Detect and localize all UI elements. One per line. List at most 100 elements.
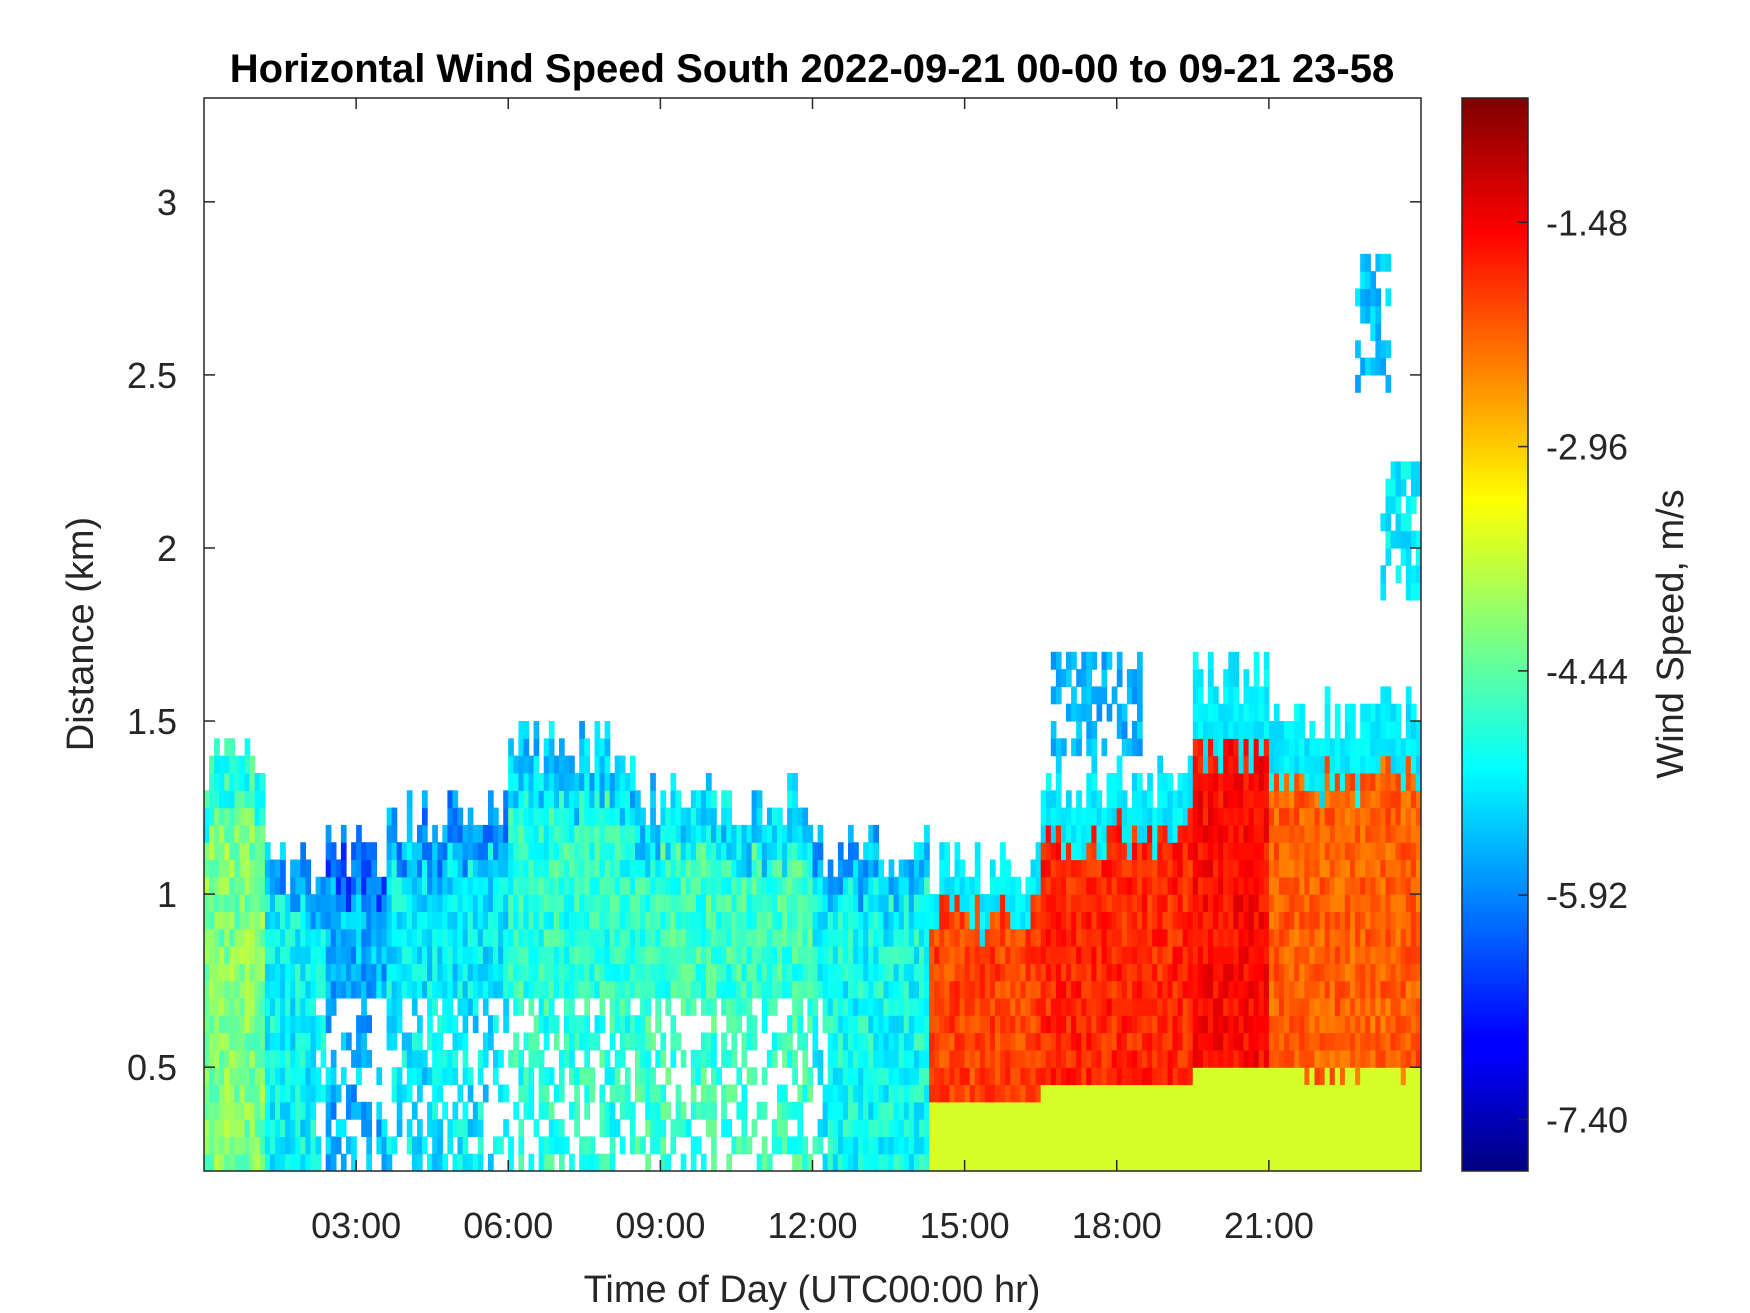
heatmap-cell — [259, 1136, 266, 1155]
heatmap-cell — [1213, 1067, 1219, 1086]
heatmap-cell — [640, 963, 646, 982]
heatmap-cell — [1405, 738, 1412, 757]
heatmap-cell — [716, 824, 722, 843]
heatmap-cell — [1040, 1101, 1047, 1120]
heatmap-cell — [609, 911, 616, 930]
heatmap-cell — [559, 859, 565, 878]
heatmap-cell — [1223, 738, 1229, 757]
heatmap-cell — [1294, 1067, 1300, 1086]
heatmap-cell — [1248, 1084, 1255, 1103]
heatmap-cell — [771, 842, 778, 861]
heatmap-cell — [944, 1067, 950, 1086]
heatmap-cell — [695, 876, 702, 895]
heatmap-cell — [837, 1119, 844, 1137]
heatmap-cell — [746, 1067, 753, 1086]
heatmap-cell — [224, 1049, 230, 1068]
heatmap-cell — [254, 807, 261, 826]
heatmap-cell — [457, 980, 464, 999]
heatmap-cell — [1360, 1153, 1366, 1171]
heatmap-cell — [1344, 807, 1351, 826]
heatmap-cell — [1350, 755, 1356, 774]
heatmap-cell — [371, 928, 377, 947]
heatmap-cell — [553, 1119, 560, 1137]
heatmap-cell — [771, 894, 778, 912]
heatmap-cell — [655, 963, 661, 982]
heatmap-cell — [878, 1067, 885, 1086]
heatmap-cell — [548, 963, 555, 982]
heatmap-cell — [944, 876, 950, 895]
heatmap-cell — [1258, 773, 1265, 791]
heatmap-cell — [275, 980, 281, 999]
heatmap-cell — [1086, 1101, 1092, 1120]
heatmap-cell — [1273, 773, 1280, 791]
heatmap-cell — [1213, 738, 1219, 757]
heatmap-cell — [858, 876, 864, 895]
heatmap-cell — [746, 946, 753, 964]
heatmap-cell — [1000, 1119, 1006, 1137]
heatmap-cell — [1132, 1067, 1138, 1086]
heatmap-cell — [569, 859, 575, 878]
heatmap-cell — [822, 928, 829, 947]
heatmap-cell — [432, 1101, 438, 1120]
heatmap-cell — [259, 980, 266, 999]
heatmap-cell — [239, 773, 246, 791]
heatmap-cell — [417, 859, 423, 878]
heatmap-cell — [898, 1136, 905, 1155]
heatmap-cell — [543, 980, 550, 999]
heatmap-cell — [564, 980, 570, 999]
heatmap-cell — [528, 1084, 535, 1103]
heatmap-cell — [584, 773, 590, 791]
heatmap-cell — [665, 928, 672, 947]
heatmap-cell — [1177, 1136, 1184, 1155]
heatmap-cell — [462, 1032, 469, 1051]
heatmap-cell — [969, 1015, 976, 1034]
heatmap-cell — [883, 1067, 890, 1086]
heatmap-cell — [1324, 738, 1331, 757]
heatmap-cell — [1132, 963, 1138, 982]
heatmap-cell — [873, 963, 879, 982]
heatmap-cell — [335, 980, 342, 999]
heatmap-cell — [457, 842, 464, 861]
heatmap-cell — [1061, 1119, 1067, 1137]
heatmap-cell — [1106, 1101, 1113, 1120]
heatmap-cell — [1365, 1153, 1371, 1171]
heatmap-cell — [1233, 1101, 1240, 1120]
heatmap-cell — [609, 1119, 616, 1137]
heatmap-cell — [264, 1032, 271, 1051]
heatmap-cell — [401, 876, 408, 895]
heatmap-cell — [1111, 1084, 1118, 1103]
heatmap-cell — [432, 859, 438, 878]
heatmap-cell — [1380, 1153, 1387, 1171]
heatmap-cell — [1061, 669, 1067, 687]
heatmap-cell — [1111, 807, 1118, 826]
heatmap-cell — [386, 963, 393, 982]
heatmap-cell — [1299, 1049, 1305, 1068]
heatmap-cell — [295, 1119, 301, 1137]
heatmap-cell — [1268, 911, 1275, 930]
heatmap-cell — [1132, 1136, 1138, 1155]
heatmap-cell — [488, 946, 494, 964]
heatmap-cell — [1299, 703, 1305, 722]
heatmap-cell — [1096, 894, 1103, 912]
heatmap-cell — [1294, 928, 1300, 947]
heatmap-cell — [1344, 1049, 1351, 1068]
heatmap-cell — [1091, 1101, 1098, 1120]
heatmap-cell — [1081, 1101, 1087, 1120]
heatmap-cell — [1324, 1136, 1331, 1155]
heatmap-cell — [604, 1153, 611, 1171]
heatmap-cell — [624, 894, 631, 912]
heatmap-cell — [1040, 842, 1047, 861]
heatmap-cell — [599, 1084, 606, 1103]
heatmap-cell — [812, 1136, 819, 1155]
heatmap-cell — [1142, 1049, 1148, 1068]
heatmap-cell — [1233, 1067, 1240, 1086]
heatmap-cell — [984, 1101, 991, 1120]
heatmap-cell — [1091, 1084, 1098, 1103]
heatmap-cell — [264, 894, 271, 912]
heatmap-cell — [1030, 876, 1037, 895]
heatmap-cell — [675, 1101, 682, 1120]
heatmap-cell — [406, 1119, 413, 1137]
heatmap-cell — [305, 911, 312, 930]
heatmap-cell — [1116, 911, 1123, 930]
heatmap-cell — [401, 928, 408, 947]
